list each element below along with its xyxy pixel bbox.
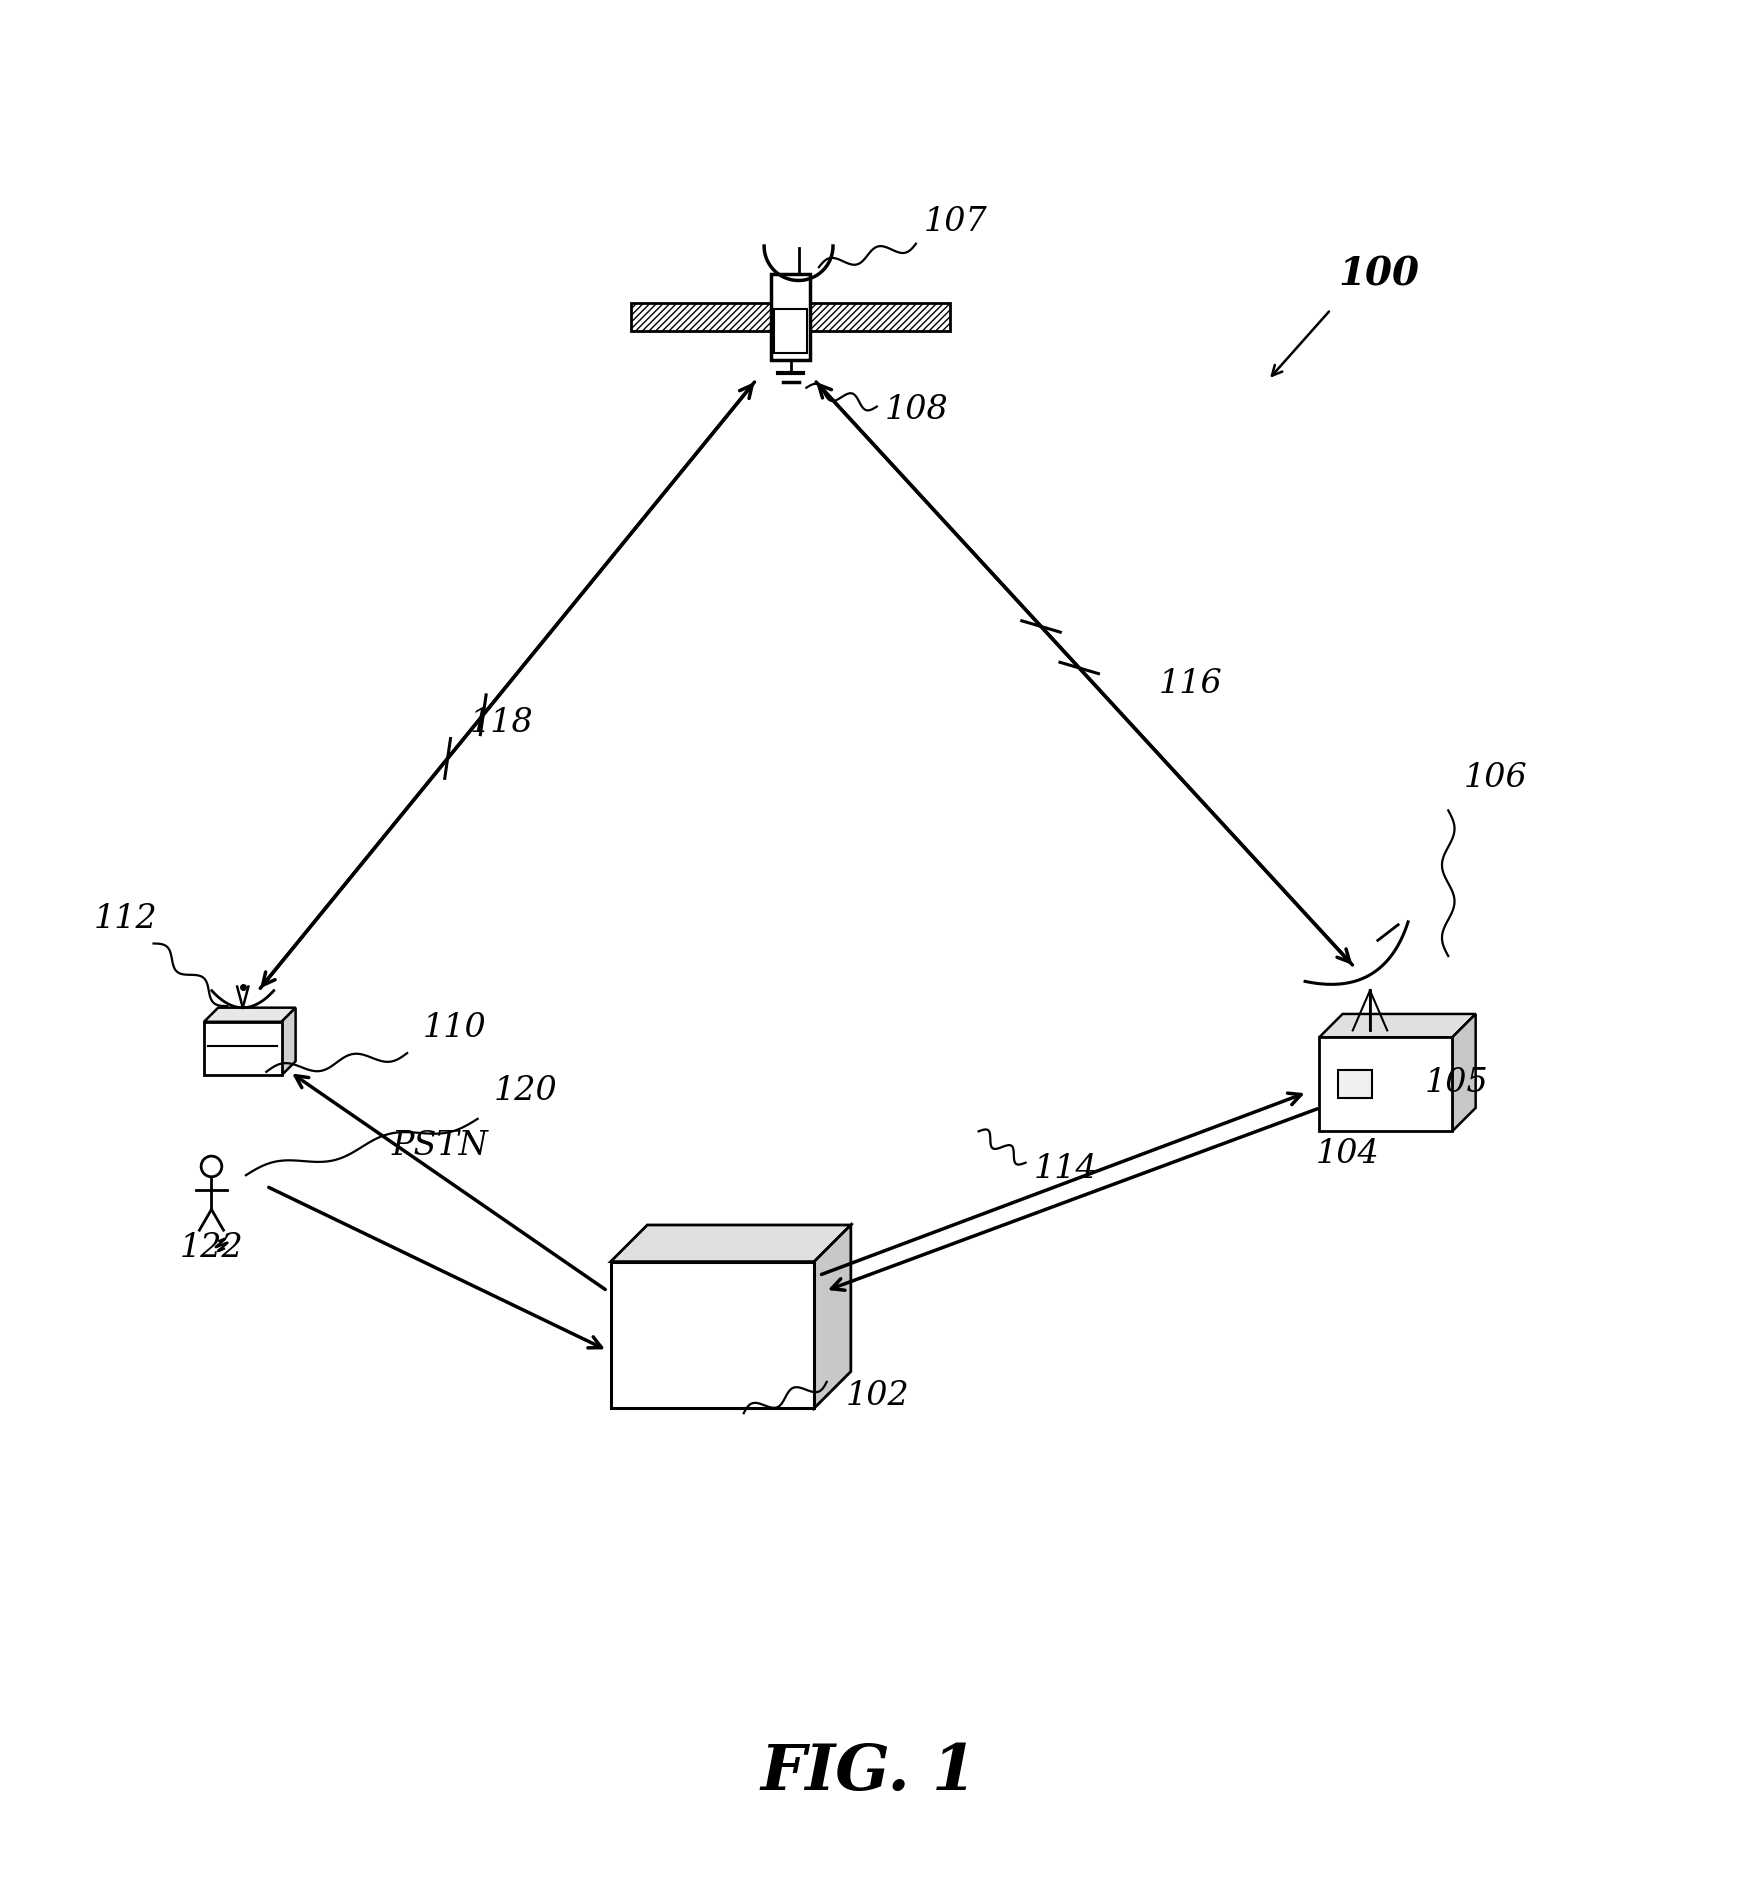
Bar [775,309,806,353]
Bar [772,274,810,360]
Text: 106: 106 [1463,762,1528,794]
Text: 105: 105 [1425,1068,1488,1100]
Bar [610,1262,813,1408]
Polygon shape [610,1225,852,1262]
Text: PSTN: PSTN [391,1130,488,1162]
Polygon shape [1453,1013,1476,1132]
Text: 110: 110 [422,1013,487,1044]
Bar [1319,1038,1453,1132]
Polygon shape [813,1225,852,1408]
Polygon shape [1319,1013,1476,1038]
Circle shape [202,1157,222,1177]
Text: 118: 118 [469,708,534,740]
Polygon shape [282,1008,295,1076]
Text: 107: 107 [925,206,987,238]
Bar [631,304,772,332]
Bar [1338,1070,1373,1098]
Text: FIG. 1: FIG. 1 [761,1742,977,1804]
Bar [203,1021,282,1076]
Bar [810,304,951,332]
Text: 100: 100 [1338,257,1420,294]
Text: 112: 112 [94,902,158,934]
Text: 116: 116 [1159,668,1222,700]
Text: 108: 108 [885,394,949,426]
Text: 114: 114 [1034,1153,1097,1185]
Text: 122: 122 [181,1232,243,1264]
Text: 102: 102 [845,1379,909,1411]
Polygon shape [203,1008,295,1021]
Text: 104: 104 [1316,1138,1378,1170]
Text: 120: 120 [494,1076,556,1108]
